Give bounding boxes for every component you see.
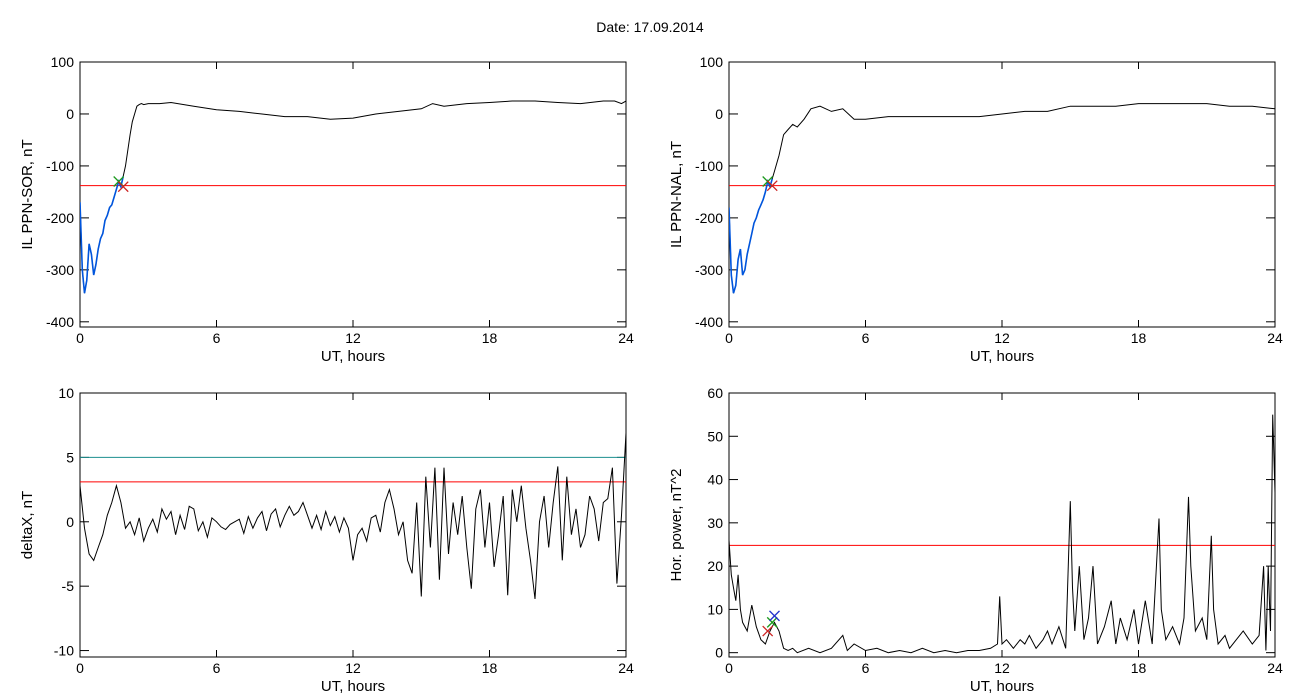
y-tick-label: -400 <box>695 314 723 330</box>
x-axis-label: UT, hours <box>321 678 385 695</box>
chart-panel-4: 0 6 12 18 24 60 50 40 30 20 10 0 UT, hours Hor. power… <box>668 385 1283 695</box>
chart-panel-2: 0 6 12 18 24 100 0 -100 -200 -300 -400 UT, hours IL … <box>668 54 1283 365</box>
x-axis-label: UT, hours <box>970 678 1034 695</box>
y-axis-label: IL PPN-SOR, nT <box>19 139 36 249</box>
x-tick-label: 18 <box>1131 660 1147 676</box>
y-tick-label: -400 <box>46 314 74 330</box>
x-tick-label: 12 <box>994 330 1010 346</box>
series-line-1 <box>80 432 626 600</box>
y-tick-label: 30 <box>707 515 723 531</box>
plot-area <box>729 414 1275 654</box>
y-axis-label: Hor. power, nT^2 <box>668 469 685 582</box>
y-tick-label: 0 <box>66 106 74 122</box>
x-axis-label: UT, hours <box>321 348 385 365</box>
x-tick-label: 6 <box>862 330 870 346</box>
cross-marker <box>769 610 780 622</box>
plot-frame <box>728 392 1276 658</box>
y-axis-label: IL PPN-NAL, nT <box>668 141 685 248</box>
x-tick-label: 6 <box>213 330 221 346</box>
chart-panel-3: 0 6 12 18 24 10 5 0 -5 -10 UT, hours deltaX, nT <box>19 385 634 695</box>
highlight-segment <box>80 176 124 294</box>
x-tick-label: 24 <box>618 660 634 676</box>
y-tick-label: 5 <box>66 449 74 465</box>
plot-area <box>80 100 626 294</box>
x-tick-label: 12 <box>345 330 361 346</box>
x-tick-label: 24 <box>618 330 634 346</box>
page-date-title: Date: 17.09.2014 <box>596 19 704 35</box>
y-tick-label: -300 <box>695 262 723 278</box>
x-tick-label: 12 <box>994 660 1010 676</box>
x-tick-label: 24 <box>1267 660 1283 676</box>
x-tick-label: 0 <box>725 330 733 346</box>
cross-marker <box>762 625 774 637</box>
x-tick-label: 6 <box>862 660 870 676</box>
x-tick-label: 12 <box>345 660 361 676</box>
y-tick-label: 10 <box>58 385 74 401</box>
series-line-1 <box>80 100 626 294</box>
x-tick-label: 6 <box>213 660 221 676</box>
plot-area <box>80 432 626 600</box>
series-line-1 <box>729 103 1275 294</box>
y-tick-label: -100 <box>46 158 74 174</box>
y-tick-label: -200 <box>695 210 723 226</box>
y-tick-label: 0 <box>66 514 74 530</box>
plot-area <box>729 103 1275 294</box>
x-tick-label: 18 <box>1131 330 1147 346</box>
highlight-segment <box>729 178 773 294</box>
y-tick-label: -10 <box>54 643 74 659</box>
y-tick-label: 0 <box>715 645 723 661</box>
chart-panel-1: 0 6 12 18 24 100 0 -100 -200 -300 -400 UT, hours IL … <box>19 54 634 365</box>
y-tick-label: 100 <box>51 54 75 70</box>
x-tick-label: 18 <box>482 330 498 346</box>
x-axis-label: UT, hours <box>970 348 1034 365</box>
y-axis-label: deltaX, nT <box>19 491 36 559</box>
y-tick-label: 60 <box>707 385 723 401</box>
plot-frame <box>728 61 1276 328</box>
y-tick-label: 50 <box>707 428 723 444</box>
y-tick-label: -5 <box>62 578 75 594</box>
y-tick-label: 100 <box>700 54 724 70</box>
y-tick-label: -100 <box>695 158 723 174</box>
x-tick-label: 0 <box>725 660 733 676</box>
cross-marker <box>117 181 129 193</box>
cross-marker <box>766 616 778 628</box>
y-tick-label: 0 <box>715 106 723 122</box>
x-tick-label: 18 <box>482 660 498 676</box>
y-tick-label: 10 <box>707 601 723 617</box>
x-tick-label: 0 <box>76 660 84 676</box>
series-line-1 <box>729 414 1275 654</box>
y-tick-label: -300 <box>46 262 74 278</box>
y-tick-label: 40 <box>707 472 723 488</box>
x-tick-label: 0 <box>76 330 84 346</box>
cross-marker <box>766 180 778 192</box>
y-tick-label: -200 <box>46 210 74 226</box>
y-tick-label: 20 <box>707 558 723 574</box>
x-tick-label: 24 <box>1267 330 1283 346</box>
plot-frame <box>79 392 627 658</box>
